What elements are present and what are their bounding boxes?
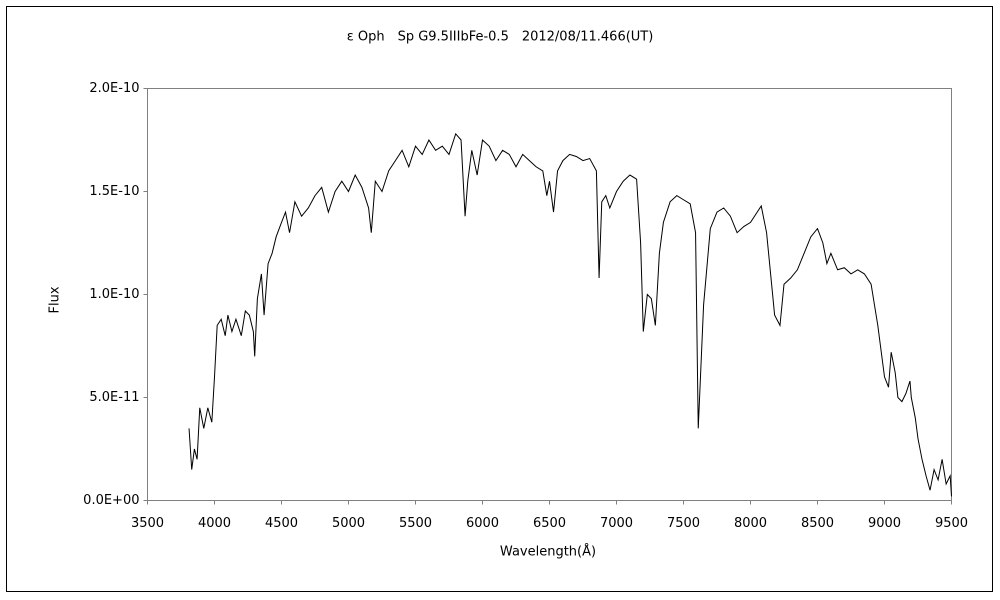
x-tick-label: 4000 xyxy=(198,516,231,531)
plot-frame xyxy=(147,88,952,501)
y-tick-label: 1.5E-10 xyxy=(89,184,139,199)
x-axis-label: Wavelength(Å) xyxy=(500,544,596,560)
x-tick-label: 5500 xyxy=(399,516,432,531)
x-tick-label: 8500 xyxy=(801,516,834,531)
x-tick-label: 7000 xyxy=(600,516,633,531)
chart-frame xyxy=(6,6,993,592)
x-tick-label: 6500 xyxy=(533,516,566,531)
x-tick-label: 4500 xyxy=(265,516,298,531)
x-tick-label: 7500 xyxy=(667,516,700,531)
y-tick-label: 5.0E-11 xyxy=(89,390,139,405)
x-tick-label: 9000 xyxy=(868,516,901,531)
y-tick-label: 1.0E-10 xyxy=(89,287,139,302)
x-tick-label: 8000 xyxy=(734,516,767,531)
x-tick-label: 5000 xyxy=(332,516,365,531)
x-tick-label: 3500 xyxy=(131,516,164,531)
y-axis-label: Flux xyxy=(48,286,63,313)
chart-title: ε Oph Sp G9.5IIIbFe-0.5 2012/08/11.466(U… xyxy=(347,30,654,45)
y-tick-label: 2.0E-10 xyxy=(89,81,139,96)
y-tick-label: 0.0E+00 xyxy=(83,493,139,508)
x-tick-label: 9500 xyxy=(935,516,968,531)
x-tick-label: 6000 xyxy=(466,516,499,531)
spectrum-line xyxy=(188,132,952,497)
